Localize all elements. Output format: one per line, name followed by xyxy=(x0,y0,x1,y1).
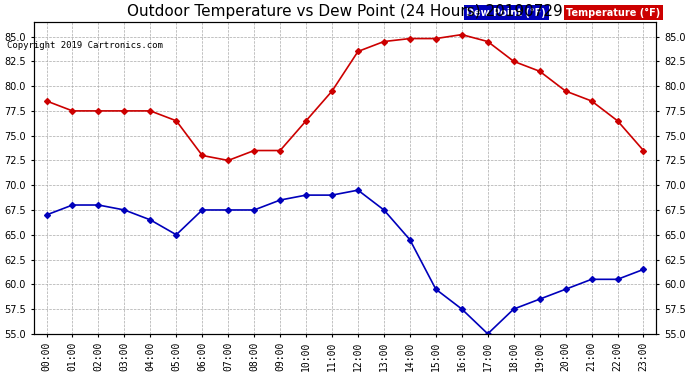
Title: Outdoor Temperature vs Dew Point (24 Hours) 20190729: Outdoor Temperature vs Dew Point (24 Hou… xyxy=(127,4,563,19)
Text: Temperature (°F): Temperature (°F) xyxy=(566,8,660,18)
Text: Dew Point (°F): Dew Point (°F) xyxy=(466,8,546,18)
Text: Copyright 2019 Cartronics.com: Copyright 2019 Cartronics.com xyxy=(7,41,163,50)
